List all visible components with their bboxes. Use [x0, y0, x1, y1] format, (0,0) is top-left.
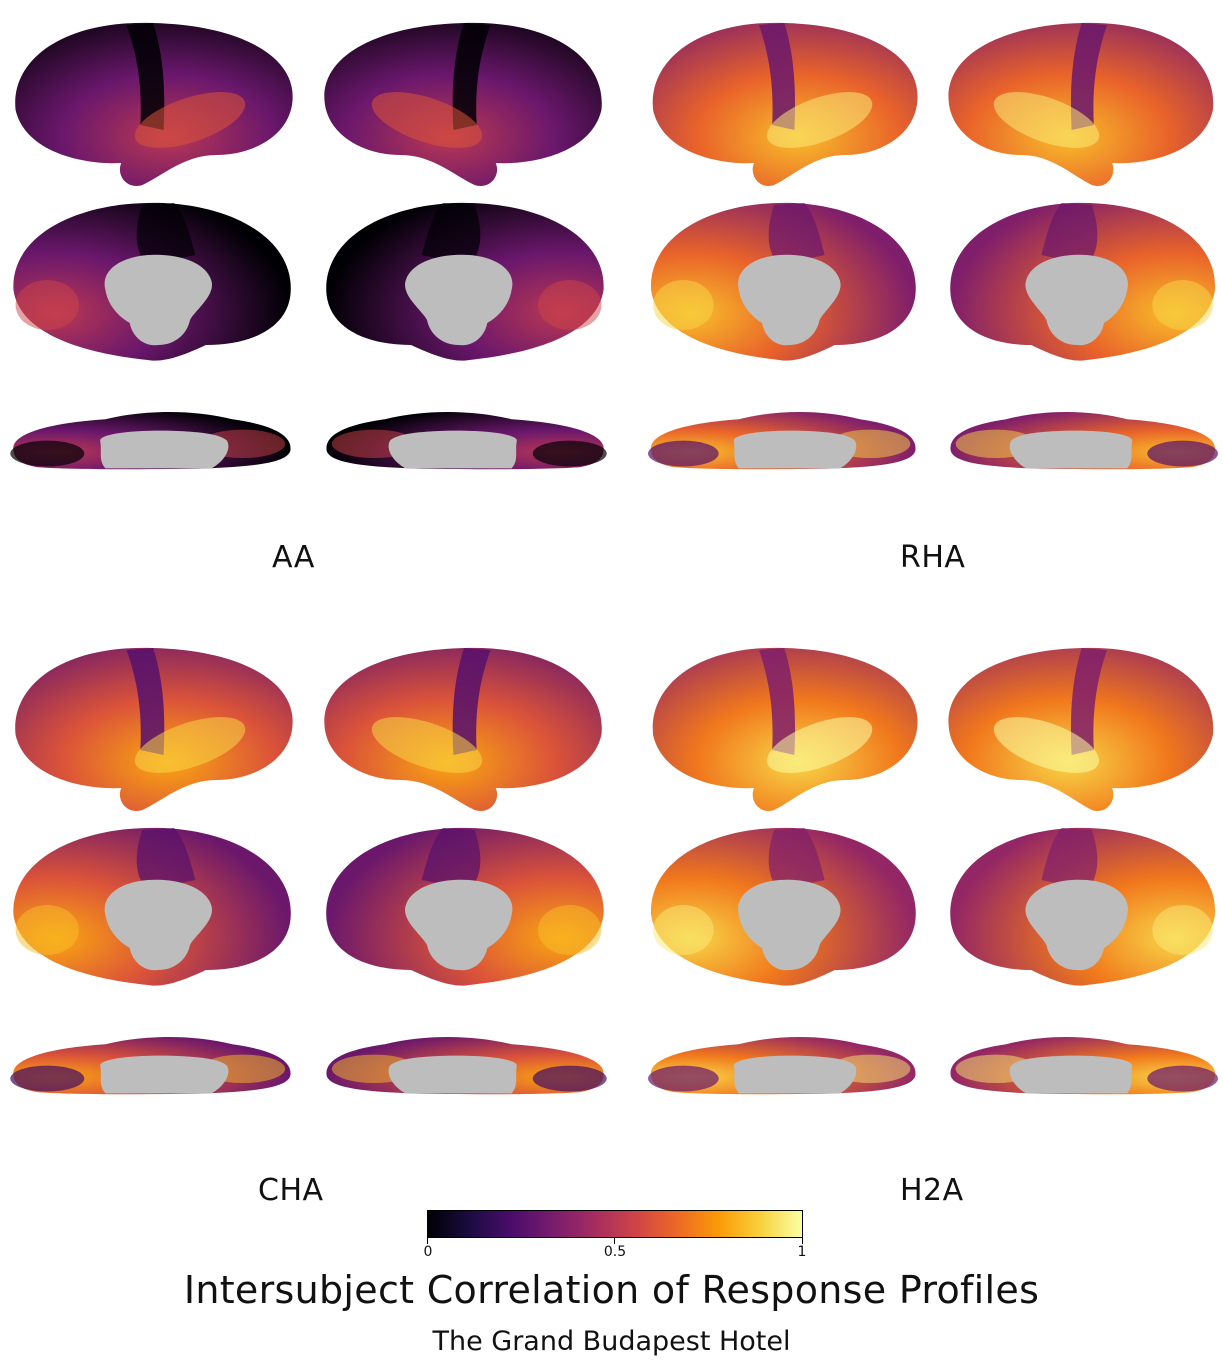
- medial-left-view: [650, 202, 916, 361]
- lateral-left-view: [15, 22, 293, 186]
- brain-surfaces-h2a: [648, 647, 1218, 1095]
- ventral-left-view: [10, 411, 291, 470]
- brain-surfaces-cha: [10, 647, 607, 1095]
- panel-aa: AA: [0, 0, 612, 590]
- ventral-left-view: [10, 1036, 291, 1095]
- colorbar-tick-label-1: 0.5: [603, 1244, 627, 1260]
- medial-right-view: [950, 202, 1216, 361]
- colorbar-tick-label-2: 1: [797, 1244, 807, 1260]
- lateral-left-view: [15, 647, 293, 811]
- ventral-right-view: [326, 1036, 607, 1095]
- brain-surfaces-rha: [648, 22, 1218, 470]
- medial-right-view: [950, 827, 1216, 986]
- lateral-left-view: [652, 22, 918, 186]
- lateral-right-view: [324, 647, 602, 811]
- brain-surfaces-aa: [10, 22, 607, 470]
- ventral-right-view: [326, 411, 607, 470]
- medial-left-view: [13, 202, 291, 361]
- colorbar-tick-0: [427, 1238, 428, 1244]
- figure-title: Intersubject Correlation of Response Pro…: [183, 1268, 1040, 1312]
- panel-cha: CHA: [0, 625, 612, 1215]
- colorbar-tick-1: [614, 1238, 615, 1244]
- ventral-left-view: [648, 1036, 916, 1095]
- figure-subtitle: The Grand Budapest Hotel: [432, 1326, 791, 1357]
- colorbar-gradient: [427, 1210, 803, 1238]
- panel-label-cha: CHA: [258, 1173, 324, 1208]
- medial-right-view: [326, 827, 604, 986]
- lateral-right-view: [948, 22, 1214, 186]
- lateral-right-view: [948, 647, 1214, 811]
- lateral-left-view: [652, 647, 918, 811]
- panel-label-rha: RHA: [900, 540, 966, 575]
- ventral-left-view: [648, 411, 916, 470]
- colorbar-tick-label-0: 0: [423, 1244, 433, 1260]
- panel-h2a: H2A: [638, 625, 1223, 1215]
- colorbar-tick-2: [802, 1238, 803, 1244]
- ventral-right-view: [950, 1036, 1218, 1095]
- medial-right-view: [326, 202, 604, 361]
- colorbar: 0 0.5 1: [423, 1210, 806, 1260]
- lateral-right-view: [324, 22, 602, 186]
- medial-left-view: [13, 827, 291, 986]
- panel-label-h2a: H2A: [900, 1173, 964, 1208]
- panel-rha: RHA: [638, 0, 1223, 590]
- medial-left-view: [650, 827, 916, 986]
- panel-label-aa: AA: [272, 540, 315, 575]
- ventral-right-view: [950, 411, 1218, 470]
